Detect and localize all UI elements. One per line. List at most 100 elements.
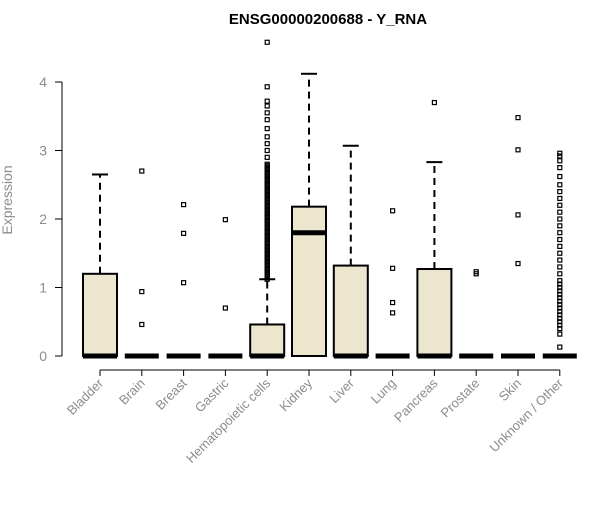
outlier-point (557, 195, 563, 202)
outlier-point (264, 39, 270, 45)
outlier-point (139, 168, 145, 174)
outlier-point (264, 215, 270, 221)
outlier-point (181, 280, 187, 286)
x-category-label: Gastric (192, 375, 232, 415)
outlier-point (264, 179, 270, 185)
outlier-point (264, 164, 270, 170)
outlier-point (264, 265, 270, 271)
y-tick-label: 4 (39, 74, 47, 90)
outlier-point (557, 278, 563, 284)
outlier-point (264, 168, 270, 174)
outlier-point (557, 331, 563, 337)
outlier-point (557, 158, 563, 164)
outlier-point (264, 187, 270, 193)
outlier-point (264, 239, 270, 245)
x-category-label: Breast (153, 375, 190, 412)
outlier-point (264, 147, 270, 154)
outlier-point (264, 258, 270, 265)
outlier-point (264, 242, 270, 248)
outlier-point (264, 256, 270, 262)
box-iqr (249, 323, 286, 357)
outlier-point (264, 134, 270, 140)
outlier-point (557, 236, 563, 243)
outlier-point (557, 202, 563, 208)
outlier-point (264, 250, 270, 256)
outlier-point (264, 217, 270, 223)
outlier-point (264, 197, 270, 203)
outlier-point (264, 189, 270, 195)
outlier-point (264, 216, 270, 222)
outlier-point (264, 243, 270, 249)
outlier-point (557, 243, 563, 249)
outlier-point (264, 238, 270, 244)
outlier-point (264, 260, 270, 266)
outlier-point (264, 262, 270, 269)
outlier-point (557, 189, 563, 195)
x-category-label: Kidney (276, 375, 315, 414)
outlier-point (264, 173, 270, 180)
chart-title: ENSG00000200688 - Y_RNA (229, 11, 427, 28)
y-tick-label: 0 (39, 348, 47, 364)
outlier-point (264, 273, 270, 280)
y-tick-label: 1 (39, 280, 47, 296)
outlier-point (557, 257, 563, 263)
outlier-point (515, 260, 521, 267)
outlier-point (264, 172, 270, 178)
outlier-point (264, 235, 270, 241)
outlier-point (264, 182, 270, 188)
outlier-point (264, 268, 270, 274)
outlier-point (264, 141, 270, 147)
outlier-point (264, 228, 270, 234)
outlier-point (264, 246, 270, 252)
outlier-point (264, 199, 270, 206)
outlier-point (390, 299, 396, 306)
outlier-point (181, 230, 187, 236)
box-iqr (291, 205, 327, 357)
outlier-point (264, 247, 270, 254)
outlier-point (264, 220, 270, 226)
outlier-point (264, 267, 270, 273)
outlier-point (264, 171, 270, 177)
outlier-point (390, 265, 396, 271)
outlier-point (264, 223, 270, 229)
outlier-point (264, 204, 270, 210)
outlier-point (264, 184, 270, 191)
outlier-point (264, 195, 270, 202)
x-category-label: Prostate (437, 376, 482, 421)
outlier-point (264, 252, 270, 258)
outlier-point (557, 344, 563, 350)
outlier-point (264, 110, 270, 116)
y-tick-label: 2 (39, 211, 47, 227)
outlier-point (222, 305, 228, 311)
outlier-point (264, 221, 270, 228)
outlier-point (264, 180, 270, 186)
outlier-point (264, 165, 270, 171)
outlier-point (264, 154, 270, 160)
outlier-point (515, 115, 521, 121)
outlier-point (264, 249, 270, 255)
y-axis-label: Expression (0, 165, 15, 234)
outlier-point (264, 210, 270, 217)
outlier-point (557, 271, 563, 277)
outlier-point (557, 230, 563, 236)
outlier-point (557, 150, 563, 156)
outlier-point (264, 198, 270, 204)
outlier-point (390, 208, 396, 214)
outlier-point (264, 191, 270, 197)
outlier-point (264, 175, 270, 181)
outlier-point (264, 178, 270, 184)
outlier-point (264, 212, 270, 218)
outlier-point (515, 147, 521, 153)
outlier-point (264, 98, 270, 104)
outlier-point (264, 232, 270, 239)
outlier-point (557, 250, 563, 256)
outlier-point (264, 205, 270, 211)
outlier-point (264, 169, 270, 176)
x-category-label: Liver (326, 375, 357, 406)
x-category-label: Skin (496, 376, 524, 404)
outlier-point (264, 230, 270, 236)
outlier-point (264, 219, 270, 225)
